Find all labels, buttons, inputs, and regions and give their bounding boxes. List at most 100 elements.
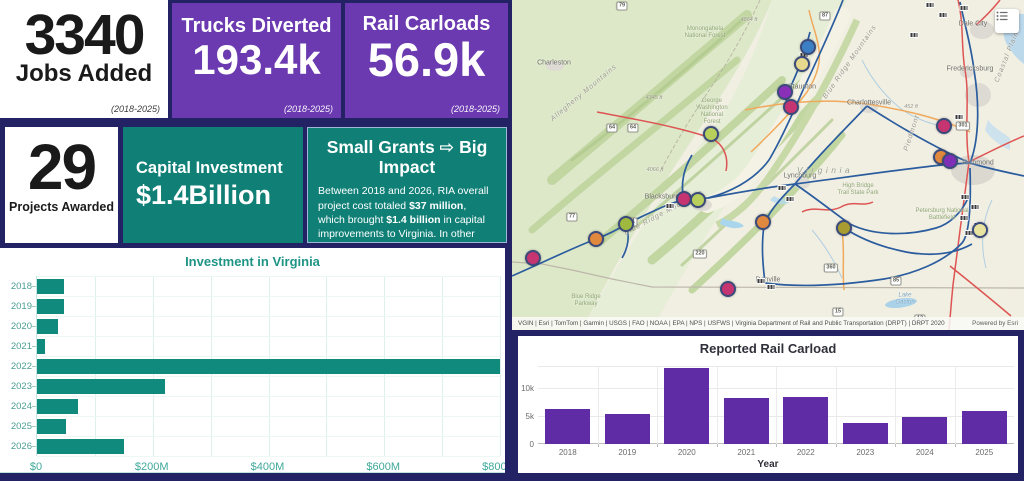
gridline	[954, 366, 956, 444]
gridline	[538, 416, 1014, 418]
y-tick-label: 2024	[10, 401, 32, 412]
y-tick-label: 2026	[10, 441, 32, 452]
project-marker[interactable]	[618, 216, 634, 232]
investment-chart-plot	[36, 276, 501, 457]
rail-station-icon	[665, 203, 675, 209]
rail-station-icon	[756, 278, 766, 284]
gridline	[37, 316, 500, 317]
project-marker[interactable]	[525, 250, 541, 266]
rail-station-icon	[785, 196, 795, 202]
small-grants-body-text: , which brought	[318, 199, 467, 226]
y-tick-label: 2021	[10, 341, 32, 352]
project-marker[interactable]	[783, 99, 799, 115]
y-tick	[32, 286, 36, 287]
bar-2018[interactable]	[37, 278, 64, 294]
x-tick-label: $0	[29, 461, 43, 473]
y-tick	[32, 366, 36, 367]
x-tick-label: $800M	[482, 461, 505, 473]
x-tick	[954, 444, 956, 447]
gridline	[37, 396, 500, 397]
x-tick-label: $600M	[366, 461, 401, 473]
project-marker[interactable]	[588, 231, 604, 247]
virginia-projects-map[interactable]: Charleston Staunton Charlottesville Frederi…	[512, 0, 1024, 330]
bar-2023[interactable]	[842, 422, 888, 444]
y-tick-label: 2025	[10, 421, 32, 432]
y-tick	[32, 346, 36, 347]
rail-station-icon	[938, 12, 948, 18]
powered-by-esri: Powered by Esri	[972, 320, 1018, 327]
bar-2021[interactable]	[723, 398, 769, 444]
legend-button[interactable]	[995, 9, 1019, 33]
bar-2023[interactable]	[37, 378, 166, 394]
x-tick	[776, 444, 777, 447]
gridline	[37, 456, 500, 457]
project-marker[interactable]	[836, 220, 852, 236]
trucks-diverted-value: 193.4k	[192, 36, 321, 83]
bar-2024[interactable]	[902, 417, 948, 444]
rail-station-icon	[777, 185, 787, 191]
route-shield: 301	[955, 121, 971, 131]
bar-2019[interactable]	[37, 298, 64, 314]
project-marker[interactable]	[720, 281, 736, 297]
bar-2026[interactable]	[37, 438, 124, 454]
project-marker[interactable]	[703, 126, 719, 142]
bar-2020[interactable]	[664, 367, 710, 444]
route-shield: 15	[832, 307, 844, 317]
bar-2025[interactable]	[961, 410, 1007, 444]
carload-chart-plot	[538, 366, 1014, 444]
bar-2025[interactable]	[37, 418, 66, 434]
project-marker[interactable]	[942, 153, 958, 169]
gridline	[895, 366, 896, 444]
capital-investment-title: Capital Investment	[136, 159, 283, 177]
bar-2020[interactable]	[37, 318, 58, 334]
project-marker[interactable]	[690, 192, 706, 208]
bar-2021[interactable]	[37, 338, 46, 354]
x-tick	[895, 444, 896, 447]
rail-station-icon	[959, 5, 969, 11]
rail-station-icon	[909, 32, 919, 38]
route-shield: 360	[823, 263, 839, 273]
carload-chart-panel: Reported Rail Carload 0 5k 10k 2018 2019 202…	[518, 336, 1018, 473]
gridline	[500, 276, 501, 456]
y-tick	[32, 446, 36, 447]
x-tick-label: $400M	[250, 461, 285, 473]
y-tick	[32, 306, 36, 307]
bar-2022[interactable]	[783, 397, 829, 444]
x-tick	[657, 444, 658, 447]
y-tick-label: 2019	[10, 301, 32, 312]
project-marker[interactable]	[794, 56, 810, 72]
capital-investment-card: Capital Investment $1.4Billion	[123, 127, 303, 243]
gridline	[538, 366, 1014, 367]
small-grants-body-text: $1.4 billion	[386, 213, 441, 226]
investment-chart-panel: Investment in Virginia 2018 2019 2020 2021 2…	[0, 248, 505, 473]
bar-2024[interactable]	[37, 398, 79, 414]
project-marker[interactable]	[800, 39, 816, 55]
project-marker[interactable]	[755, 214, 771, 230]
project-marker[interactable]	[936, 118, 952, 134]
projects-awarded-label: Projects Awarded	[9, 199, 114, 214]
gridline	[37, 276, 500, 277]
trucks-diverted-card: Trucks Diverted 193.4k (2018-2025)	[172, 3, 341, 118]
bar-2022[interactable]	[37, 358, 500, 374]
bar-2018[interactable]	[545, 409, 591, 444]
map-base-art	[512, 0, 1024, 330]
map-attribution: VGIN | Esri | TomTom | Garmin | USGS | F…	[512, 317, 1024, 330]
small-grants-body-text: in capital improvements to Virginia. In …	[318, 213, 485, 241]
bar-2019[interactable]	[604, 414, 650, 444]
project-marker[interactable]	[777, 84, 793, 100]
rail-station-icon	[970, 204, 980, 210]
carload-chart-x-title: Year	[757, 459, 779, 470]
x-tick-label: 2018	[558, 448, 577, 457]
gridline	[776, 366, 777, 444]
route-shield: 79	[616, 1, 628, 11]
gridline	[37, 416, 500, 417]
x-tick-label: 2020	[677, 448, 696, 457]
jobs-added-period: (2018-2025)	[110, 104, 160, 114]
project-marker[interactable]	[972, 222, 988, 238]
carload-chart-title: Reported Rail Carload	[699, 341, 837, 356]
route-shield: 85	[890, 276, 902, 286]
gridline	[37, 356, 500, 357]
y-tick-label: 10k	[521, 384, 534, 394]
y-tick-label: 5k	[525, 412, 534, 422]
